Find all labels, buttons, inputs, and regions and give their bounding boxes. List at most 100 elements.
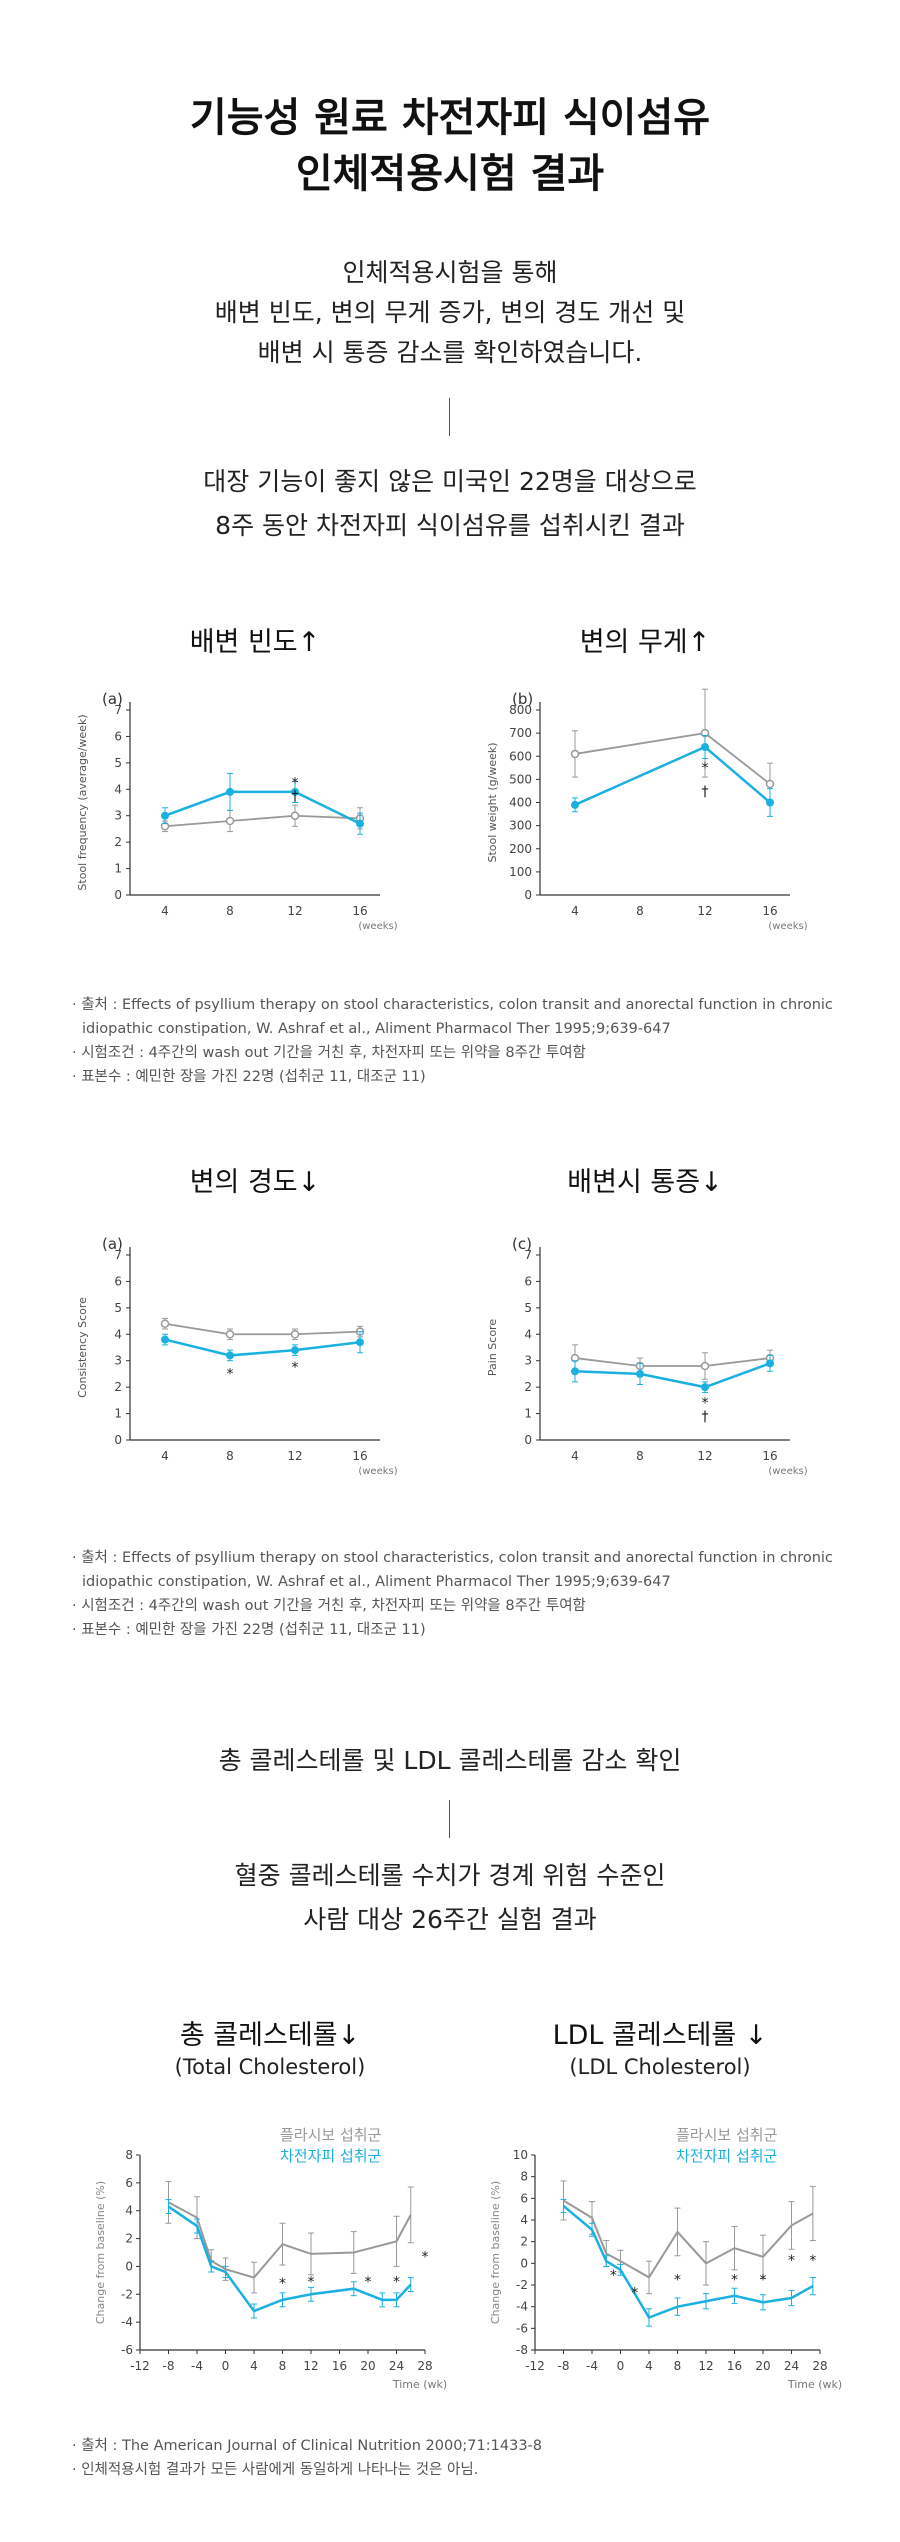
y-tick-label: 5 [114,1301,122,1315]
x-tick-label: 8 [226,904,234,918]
x-tick-label: 8 [636,904,644,918]
y-tick-label: 6 [524,1274,532,1288]
x-tick-label: 12 [287,904,302,918]
y-tick-label: 0 [520,2256,528,2270]
x-tick-label: 12 [697,904,712,918]
divider-line [449,398,450,436]
y-tick-label: -6 [121,2343,133,2357]
source-notes-3: · 출처 : The American Journal of Clinical … [72,2434,852,2482]
y-tick-label: 2 [114,835,122,849]
data-point [225,1330,235,1339]
y-tick-label: 8 [125,2148,133,2162]
data-point [766,1359,774,1368]
x-tick-label: 28 [417,2359,432,2373]
note-source: · 출처 : Effects of psyllium therapy on st… [72,997,833,1037]
chart-subtitle-total: (Total Cholesterol) [174,2055,366,2079]
x-unit-label: (weeks) [358,1466,397,1477]
y-tick-label: 4 [125,2204,133,2218]
legend-total: 플라시보 섭취군 차전자피 섭취군 [280,2124,381,2166]
significance-mark: * [279,2276,286,2292]
x-tick-label: 24 [784,2359,799,2373]
significance-mark: * [788,2253,795,2269]
panel-label: (a) [102,1235,123,1253]
data-point [571,1367,579,1376]
y-tick-label: 4 [114,1327,122,1341]
x-tick-label: 20 [755,2359,770,2373]
page-title-line1: 기능성 원료 차전자피 식이섬유 [189,95,711,141]
stool-weight-chart: (b) 0 100 200 300 400 500 600 700 800 4 8 12 16 (weeks… [486,688,808,932]
x-tick-label: -8 [163,2359,175,2373]
data-point [700,1361,710,1371]
significance-mark: * [308,2274,315,2290]
y-tick-label: 7 [114,703,122,717]
y-tick-label: 1 [524,1407,532,1421]
chart-subtitle-ldl: (LDL Cholesterol) [569,2055,751,2079]
x-tick-label: -12 [525,2359,545,2373]
significance-mark: * [631,2286,638,2302]
y-tick-label: 10 [513,2148,528,2162]
x-unit-label: (weeks) [358,921,397,932]
series-line [574,1362,771,1389]
note-disclaimer: · 인체적용시험 결과가 모든 사람에게 동일하게 나타나는 것은 아님. [72,2462,479,2478]
x-tick-label: -12 [130,2359,150,2373]
note-source: · 출처 : Effects of psyllium therapy on st… [72,1550,833,1590]
divider-line [449,1800,450,1838]
legend-placebo: 플라시보 섭취군 [676,2126,778,2144]
note-sample: · 표본수 : 예민한 장을 가진 22명 (섭취군 11, 대조군 11) [72,1622,426,1638]
data-point [765,779,775,789]
y-tick-label: 4 [114,782,122,796]
data-point [636,1369,644,1378]
x-tick-label: 0 [222,2359,230,2373]
x-tick-label: -4 [586,2359,598,2373]
x-unit-label: (weeks) [768,921,807,932]
y-tick-label: 100 [509,865,532,879]
series-line [574,1357,771,1367]
data-point [701,743,709,751]
note-condition: · 시험조건 : 4주간의 wash out 기간을 거친 후, 차전자피 또는… [72,1598,586,1614]
y-tick-label: 3 [524,1354,532,1368]
cholesterol-heading: 총 콜레스테롤 및 LDL 콜레스테롤 감소 확인 [218,1746,682,1775]
y-tick-label: 6 [520,2191,528,2205]
data-point [225,816,235,826]
x-tick-label: 12 [697,1449,712,1463]
y-tick-label: 700 [509,726,532,740]
y-tick-label: 4 [520,2213,528,2227]
data-point [701,1383,709,1392]
y-axis-label: Change from baseline (%) [94,2181,107,2324]
significance-mark: * [610,2268,617,2284]
x-tick-label: 16 [352,904,367,918]
y-tick-label: 1 [114,1407,122,1421]
y-axis-label: Stool weight (g/week) [486,742,499,862]
chart-title-total: 총 콜레스테롤↓ [179,2020,361,2051]
x-tick-label: 12 [698,2359,713,2373]
y-tick-label: 200 [509,842,532,856]
x-tick-label: 4 [250,2359,258,2373]
y-tick-label: 5 [524,1301,532,1315]
x-tick-label: 16 [332,2359,347,2373]
note-condition: · 시험조건 : 4주간의 wash out 기간을 거친 후, 차전자피 또는… [72,1045,586,1061]
significance-mark: * [292,775,299,791]
y-tick-label: 800 [509,703,532,717]
chart-title-pain: 배변시 통증↓ [567,1167,723,1198]
y-tick-label: 600 [509,749,532,763]
significance-mark: * [731,2273,738,2289]
y-axis-label: Pain Score [486,1319,499,1376]
x-tick-label: 4 [161,1449,169,1463]
series-line [562,2204,814,2320]
y-tick-label: -2 [121,2287,133,2301]
y-tick-label: 500 [509,772,532,786]
x-tick-label: 4 [571,904,579,918]
x-tick-label: 16 [762,904,777,918]
data-point [290,811,300,820]
y-tick-label: 6 [114,729,122,743]
y-tick-label: 0 [114,888,122,902]
series-line [574,745,771,806]
chart-title-weight: 변의 무게↑ [579,627,711,658]
data-point [571,800,579,809]
x-tick-label: 20 [360,2359,375,2373]
note-source: · 출처 : The American Journal of Clinical … [72,2438,543,2454]
